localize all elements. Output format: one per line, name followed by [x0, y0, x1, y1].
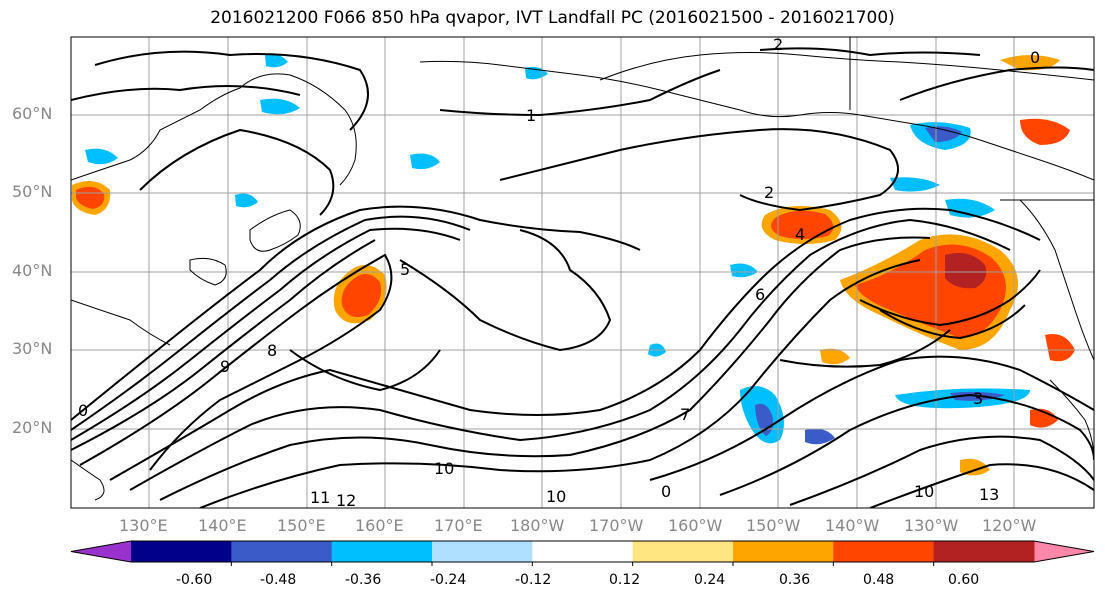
colorbar-segment [432, 541, 533, 562]
lat-label: 60°N [12, 104, 53, 123]
lon-label: 160°W [668, 516, 723, 535]
lon-label: 130°W [904, 516, 959, 535]
contour-label: 3 [973, 389, 983, 408]
contour-label: 9 [220, 357, 230, 376]
lon-label: 160°E [355, 516, 404, 535]
colorbar-segment [833, 541, 935, 562]
lat-label: 30°N [12, 339, 53, 358]
colorbar-tick-label: 0.24 [694, 572, 726, 588]
contour-label: 1 [526, 106, 536, 125]
colorbar-segment [331, 541, 433, 562]
colorbar-tick-label: -0.60 [176, 572, 213, 588]
lon-label: 180°W [510, 516, 565, 535]
contour-label: 13 [979, 485, 999, 504]
contour-label: 2 [764, 183, 774, 202]
lat-label: 50°N [12, 182, 53, 201]
lon-label: 140°W [825, 516, 880, 535]
colorbar-segment [632, 541, 734, 562]
colorbar-segment [231, 541, 333, 562]
lon-label: 130°E [119, 516, 168, 535]
colorbar-extend-max [1034, 541, 1094, 562]
map-title: 2016021200 F066 850 hPa qvapor, IVT Land… [210, 8, 895, 28]
colorbar-tick-label: 0.36 [779, 572, 811, 588]
colorbar-extend-min [71, 541, 131, 562]
lon-label: 170°W [589, 516, 644, 535]
colorbar-segment [733, 541, 834, 562]
lat-label: 20°N [12, 418, 53, 437]
lon-label: 150°W [746, 516, 801, 535]
plot-frame [70, 36, 1095, 509]
contour-label: 10 [434, 459, 454, 478]
contour-label: 10 [546, 487, 566, 506]
contour-label: 12 [336, 491, 356, 510]
colorbar-tick-label: -0.12 [515, 572, 552, 588]
contour-label: 0 [78, 401, 88, 420]
contour-label: 7 [680, 405, 690, 424]
contour-label: 8 [267, 341, 277, 360]
ivt-contours [71, 47, 1094, 508]
colorbar-tick-label: 0.48 [863, 572, 895, 588]
coastlines [71, 37, 1094, 501]
lon-label: 120°W [982, 516, 1037, 535]
contour-label: 11 [310, 488, 330, 507]
colorbar-segment [933, 541, 1035, 562]
shaded-anomalies [72, 54, 1075, 476]
colorbar-tick-label: -0.48 [260, 572, 297, 588]
contour-label: 4 [795, 225, 805, 244]
colorbar-outline [70, 540, 1095, 563]
contour-label: 5 [400, 260, 410, 279]
contour-label: 2 [773, 35, 783, 54]
contour-label: 10 [914, 482, 934, 501]
colorbar-tick-label: 0.60 [948, 572, 980, 588]
contour-label: 6 [755, 285, 765, 304]
lon-label: 140°E [198, 516, 247, 535]
colorbar-tick-label: 0.12 [609, 572, 641, 588]
colorbar-tick-label: -0.24 [430, 572, 467, 588]
colorbar-segment [532, 541, 634, 562]
colorbar [70, 540, 1095, 566]
contour-label: 0 [1030, 48, 1040, 67]
lon-label: 170°E [434, 516, 483, 535]
colorbar-segment [131, 541, 232, 562]
contour-label-group: 1 2 2 3 4 5 6 7 8 9 10 10 10 11 12 13 0 … [78, 35, 1040, 510]
colorbar-tick-label: -0.36 [345, 572, 382, 588]
lat-label: 40°N [12, 261, 53, 280]
lon-label: 150°E [277, 516, 326, 535]
contour-label: 0 [661, 482, 671, 501]
